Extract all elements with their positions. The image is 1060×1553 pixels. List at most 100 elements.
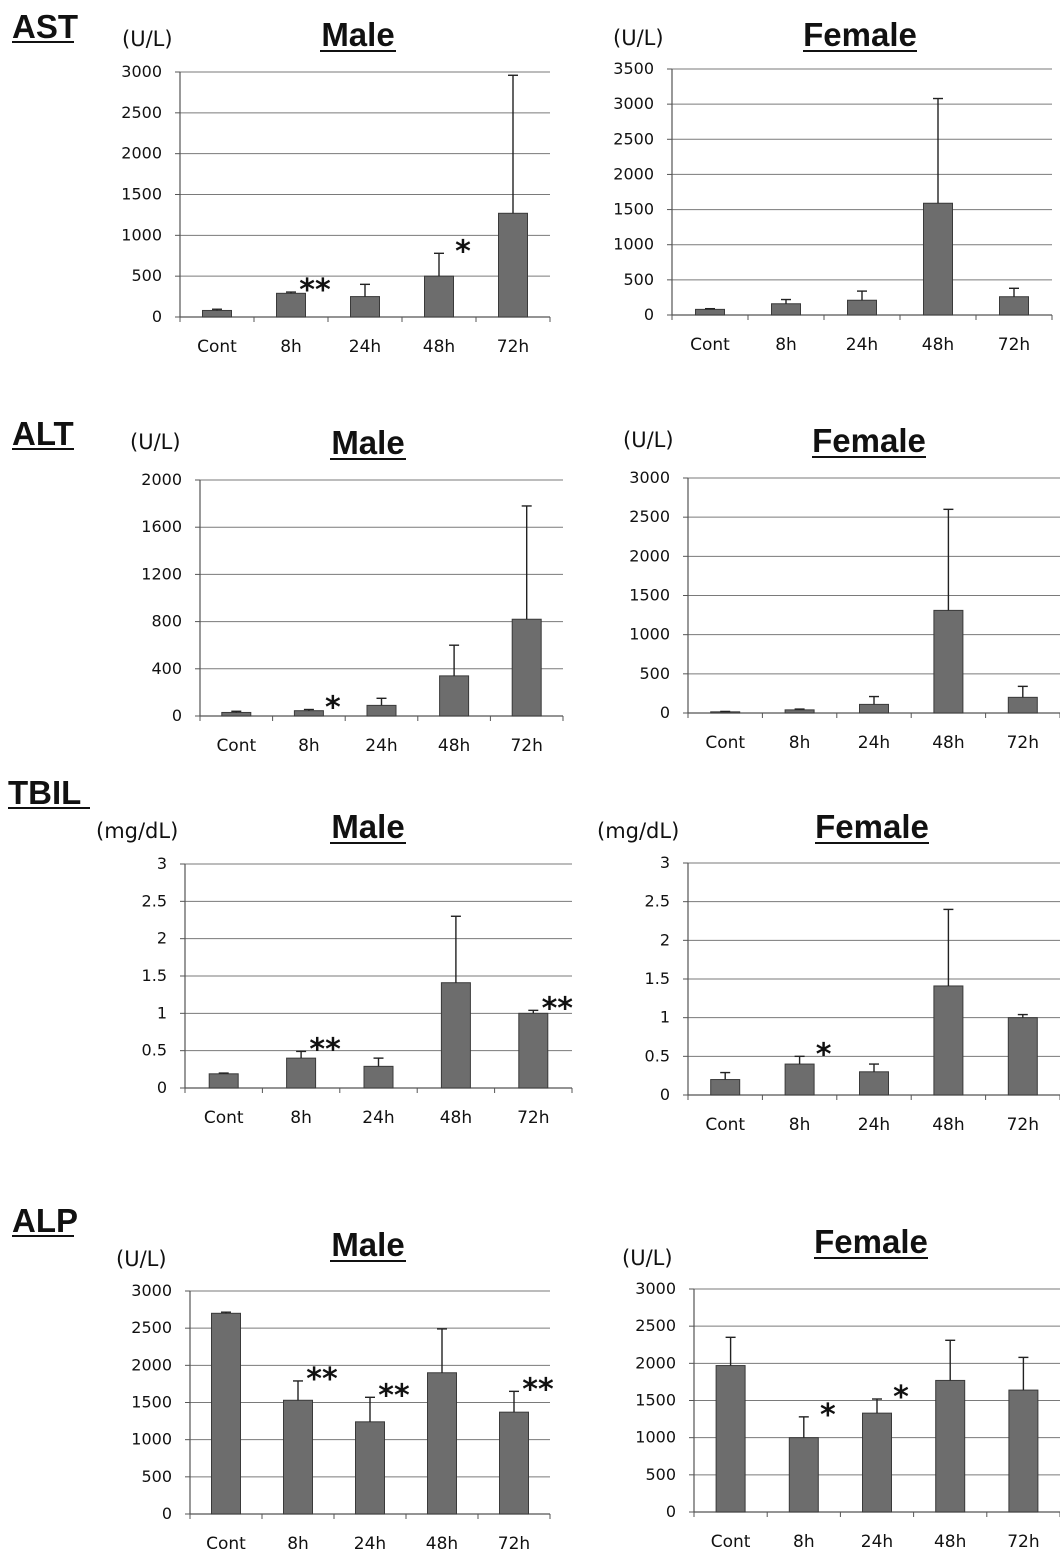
y-tick-label: 500 xyxy=(131,266,162,285)
y-tick-label: 1000 xyxy=(635,1428,676,1447)
y-tick-label: 3000 xyxy=(629,468,670,487)
bar xyxy=(715,1365,746,1513)
y-tick-label: 1600 xyxy=(141,517,182,536)
chart-title: Female xyxy=(815,808,929,845)
bar xyxy=(350,296,380,318)
x-tick-label: Cont xyxy=(216,736,256,756)
y-tick-label: 1200 xyxy=(141,564,182,583)
y-tick-label: 2000 xyxy=(635,1353,676,1372)
y-tick-label: 1500 xyxy=(629,586,670,605)
bar xyxy=(859,1071,889,1096)
x-tick-label: 24h xyxy=(861,1532,893,1552)
x-tick-label: 72h xyxy=(517,1108,549,1128)
significance-marker: * xyxy=(325,691,341,726)
bar xyxy=(784,709,815,714)
x-tick-label: 48h xyxy=(423,337,455,357)
significance-marker: * xyxy=(820,1398,836,1433)
significance-marker: * xyxy=(893,1380,909,1415)
y-tick-label: 2000 xyxy=(613,164,654,183)
x-tick-label: 72h xyxy=(497,337,529,357)
x-tick-label: 72h xyxy=(498,1534,530,1553)
x-tick-label: 72h xyxy=(998,335,1030,355)
significance-marker: * xyxy=(816,1037,832,1072)
section-label: TBIL xyxy=(8,774,81,811)
bar xyxy=(710,1079,741,1096)
y-tick-label: 1000 xyxy=(613,235,654,254)
bar xyxy=(771,303,801,316)
y-unit-label: (U/L) xyxy=(116,1247,167,1271)
chart-title: Male xyxy=(331,424,404,461)
x-tick-label: Cont xyxy=(711,1532,751,1552)
y-tick-label: 0 xyxy=(152,307,162,326)
y-unit-label: (mg/dL) xyxy=(96,819,178,843)
bar xyxy=(695,308,725,316)
bar xyxy=(363,1065,394,1089)
y-tick-label: 3500 xyxy=(613,59,654,78)
significance-marker: ** xyxy=(306,1362,338,1397)
x-tick-label: 72h xyxy=(510,736,542,756)
x-tick-label: 24h xyxy=(858,1115,890,1135)
y-tick-label: 1 xyxy=(660,1008,670,1027)
y-tick-label: 3000 xyxy=(635,1279,676,1298)
y-tick-label: 3000 xyxy=(121,62,162,81)
section-label: ALP xyxy=(12,1202,78,1239)
x-tick-label: Cont xyxy=(690,335,730,355)
x-tick-label: 24h xyxy=(354,1534,386,1553)
y-tick-label: 2500 xyxy=(131,1318,172,1337)
bar xyxy=(293,710,324,717)
x-tick-label: 72h xyxy=(1007,733,1039,753)
x-tick-label: 8h xyxy=(789,1115,811,1135)
y-tick-label: 2.5 xyxy=(142,891,167,910)
chart-title: Male xyxy=(331,1226,404,1263)
bar xyxy=(784,1063,815,1096)
significance-marker: * xyxy=(455,234,471,269)
y-tick-label: 1000 xyxy=(121,225,162,244)
y-tick-label: 1.5 xyxy=(645,969,670,988)
significance-marker: ** xyxy=(299,273,331,308)
y-unit-label: (U/L) xyxy=(613,26,664,50)
y-tick-label: 500 xyxy=(623,270,654,289)
bar xyxy=(211,1312,241,1515)
bar xyxy=(202,309,232,318)
bar xyxy=(283,1399,313,1515)
x-tick-label: 8h xyxy=(789,733,811,753)
y-tick-label: 0 xyxy=(644,305,654,324)
x-tick-label: Cont xyxy=(206,1534,246,1553)
chart-tbil-female: Female (mg/dL) 0 0.5 1 1.5 2 2.5 3 Cont 8h * 24h 48h 7… xyxy=(597,808,1060,1135)
y-tick-label: 2500 xyxy=(635,1316,676,1335)
y-tick-label: 0 xyxy=(172,706,182,725)
significance-marker: ** xyxy=(309,1032,341,1067)
bar xyxy=(511,618,542,717)
bar xyxy=(935,1379,966,1513)
x-tick-label: 8h xyxy=(287,1534,309,1553)
bar xyxy=(933,609,964,714)
y-tick-label: 3000 xyxy=(613,94,654,113)
bar xyxy=(427,1372,457,1515)
chart-tbil-male: TBIL Male (mg/dL) 0 0.5 1 1.5 2 2.5 3 Cont 8h ** 24h 4… xyxy=(8,774,573,1128)
y-tick-label: 500 xyxy=(645,1465,676,1484)
y-tick-label: 1000 xyxy=(629,625,670,644)
y-tick-label: 0.5 xyxy=(645,1046,670,1065)
chart-alp-male: ALP Male (U/L) 0 500 1000 1500 2000 2500 3000 Cont… xyxy=(12,1202,554,1553)
chart-ast-female: Female (U/L) 0 500 1000 1500 2000 2500 3000 3500 C… xyxy=(613,16,1053,355)
y-tick-label: 0.5 xyxy=(142,1041,167,1060)
x-tick-label: Cont xyxy=(705,733,745,753)
bar xyxy=(440,982,471,1089)
y-tick-label: 0 xyxy=(157,1078,167,1097)
x-tick-label: 8h xyxy=(298,736,320,756)
y-tick-label: 2500 xyxy=(613,129,654,148)
y-tick-label: 3000 xyxy=(131,1281,172,1300)
y-tick-label: 2 xyxy=(660,930,670,949)
section-label: AST xyxy=(12,8,78,45)
y-tick-label: 800 xyxy=(151,612,182,631)
y-tick-label: 0 xyxy=(666,1502,676,1521)
bar xyxy=(366,704,397,717)
x-tick-label: 24h xyxy=(349,337,381,357)
y-tick-label: 2.5 xyxy=(645,892,670,911)
bar xyxy=(355,1421,385,1515)
x-tick-label: 8h xyxy=(775,335,797,355)
x-tick-label: 24h xyxy=(846,335,878,355)
y-unit-label: (mg/dL) xyxy=(597,819,679,843)
y-tick-label: 3 xyxy=(660,853,670,872)
